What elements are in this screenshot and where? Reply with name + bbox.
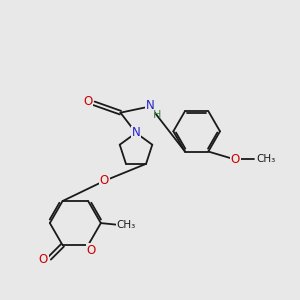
Text: N: N <box>132 126 140 140</box>
Text: H: H <box>153 110 161 120</box>
Text: CH₃: CH₃ <box>117 220 136 230</box>
Text: O: O <box>87 244 96 257</box>
Text: N: N <box>146 99 154 112</box>
Text: O: O <box>231 153 240 166</box>
Text: O: O <box>39 253 48 266</box>
Text: CH₃: CH₃ <box>256 154 276 164</box>
Text: O: O <box>100 174 109 188</box>
Text: O: O <box>83 95 92 108</box>
